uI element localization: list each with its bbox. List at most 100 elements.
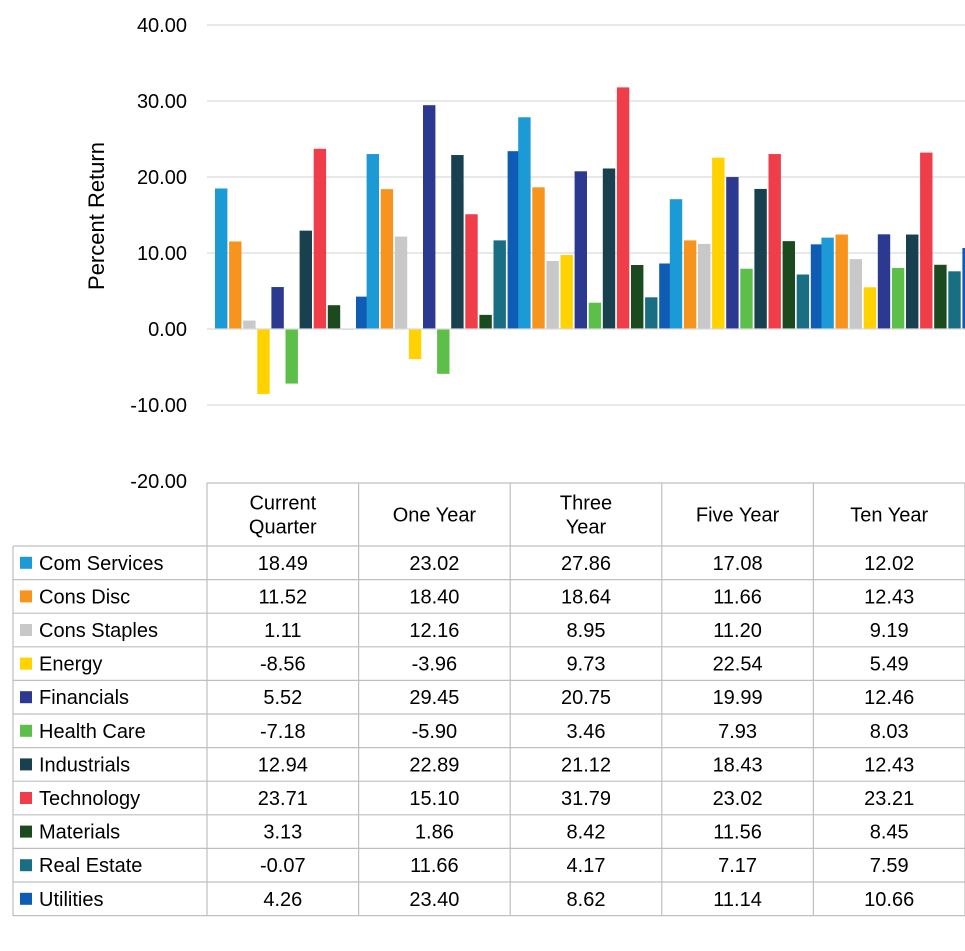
data-label: 15.10 — [409, 788, 459, 810]
bar — [588, 302, 602, 329]
bar — [863, 287, 877, 329]
data-label: 5.52 — [263, 687, 302, 709]
y-tick-label: 0.00 — [148, 319, 187, 341]
data-label: 5.49 — [870, 654, 909, 676]
data-label: 31.79 — [561, 788, 611, 810]
legend-swatch — [20, 724, 32, 737]
bar — [669, 199, 683, 329]
data-label: 11.52 — [259, 586, 308, 608]
y-tick-label: 40.00 — [137, 15, 187, 37]
bar — [356, 296, 369, 329]
bar — [574, 171, 587, 329]
bar — [849, 259, 862, 329]
legend-swatch — [20, 859, 32, 872]
legend-label: Real Estate — [39, 855, 142, 877]
x-category-label: Five Year — [696, 505, 780, 527]
legend-label: Health Care — [39, 721, 146, 743]
bar — [754, 188, 767, 329]
data-label: 7.93 — [718, 721, 757, 743]
data-label: 20.75 — [561, 687, 611, 709]
bar — [257, 329, 270, 395]
x-category-label: Quarter — [249, 517, 317, 539]
data-label: 8.45 — [870, 822, 909, 844]
bar — [920, 152, 933, 329]
data-label: 1.11 — [264, 620, 301, 642]
data-label: 22.89 — [409, 754, 459, 776]
bar — [394, 236, 408, 329]
legend-label: Utilities — [39, 889, 103, 911]
data-label: 9.73 — [567, 654, 606, 676]
bar — [835, 234, 848, 329]
bar — [616, 87, 630, 330]
bar — [821, 237, 834, 329]
bar — [906, 234, 919, 329]
data-label: 10.66 — [864, 889, 914, 911]
data-label: 12.46 — [864, 687, 914, 709]
bar — [698, 243, 711, 329]
bar — [546, 260, 559, 329]
x-category-label: Ten Year — [850, 505, 928, 527]
bar — [948, 271, 961, 329]
data-label: 4.26 — [263, 889, 302, 911]
legend-swatch — [20, 691, 32, 704]
bar — [891, 267, 905, 329]
bar — [683, 240, 697, 329]
data-label: 23.02 — [409, 553, 459, 575]
data-label: 22.54 — [713, 654, 763, 676]
data-label: 7.59 — [870, 855, 909, 877]
bar — [451, 155, 464, 329]
bar — [532, 187, 545, 329]
data-label: 12.02 — [864, 553, 914, 575]
y-tick-label: 30.00 — [137, 91, 187, 113]
bar — [243, 320, 256, 329]
legend-swatch — [20, 792, 32, 804]
bar — [285, 329, 298, 384]
y-tick-label: -10.00 — [130, 395, 187, 417]
data-label: -0.07 — [260, 855, 306, 877]
legend-swatch — [20, 556, 32, 569]
y-tick-label: 20.00 — [137, 167, 187, 189]
data-label: 12.43 — [864, 754, 914, 776]
legend-swatch — [20, 657, 32, 670]
bar — [782, 241, 795, 329]
legend-label: Industrials — [39, 754, 130, 776]
bar — [726, 177, 739, 329]
bar — [366, 154, 379, 329]
data-label: 11.14 — [713, 889, 762, 911]
bar — [215, 188, 228, 329]
bar — [380, 189, 394, 329]
data-label: -3.96 — [412, 654, 458, 676]
bar — [408, 329, 422, 360]
data-label: 11.66 — [410, 855, 459, 877]
data-label: -5.90 — [412, 721, 458, 743]
data-label: 8.95 — [567, 620, 606, 642]
data-label: 19.99 — [713, 687, 763, 709]
data-label: 17.08 — [713, 553, 763, 575]
legend-label: Cons Disc — [39, 586, 130, 608]
data-label: -8.56 — [260, 654, 306, 676]
bar — [437, 329, 450, 374]
bar — [423, 105, 436, 330]
legend-label: Cons Staples — [39, 620, 158, 642]
legend-label: Financials — [39, 687, 129, 709]
data-label: 18.43 — [713, 754, 763, 776]
data-label: 11.66 — [713, 586, 762, 608]
bar — [507, 151, 520, 329]
data-label: 18.64 — [561, 586, 611, 608]
legend-swatch — [20, 825, 32, 838]
bar — [299, 230, 312, 329]
bar — [740, 268, 753, 329]
data-label: -7.18 — [260, 721, 306, 743]
bar — [313, 148, 327, 329]
data-label: 12.43 — [864, 586, 914, 608]
legend-label: Energy — [39, 654, 102, 676]
data-label: 27.86 — [561, 553, 611, 575]
y-axis: 40.00 30.00 20.00 10.00 0.00 -10.00 -20.00 — [130, 15, 187, 493]
data-label: 29.45 — [409, 687, 459, 709]
bar — [768, 154, 781, 329]
bar — [229, 241, 242, 329]
bar — [810, 244, 824, 329]
data-label: 21.12 — [561, 754, 611, 776]
data-label: 23.21 — [864, 788, 914, 810]
